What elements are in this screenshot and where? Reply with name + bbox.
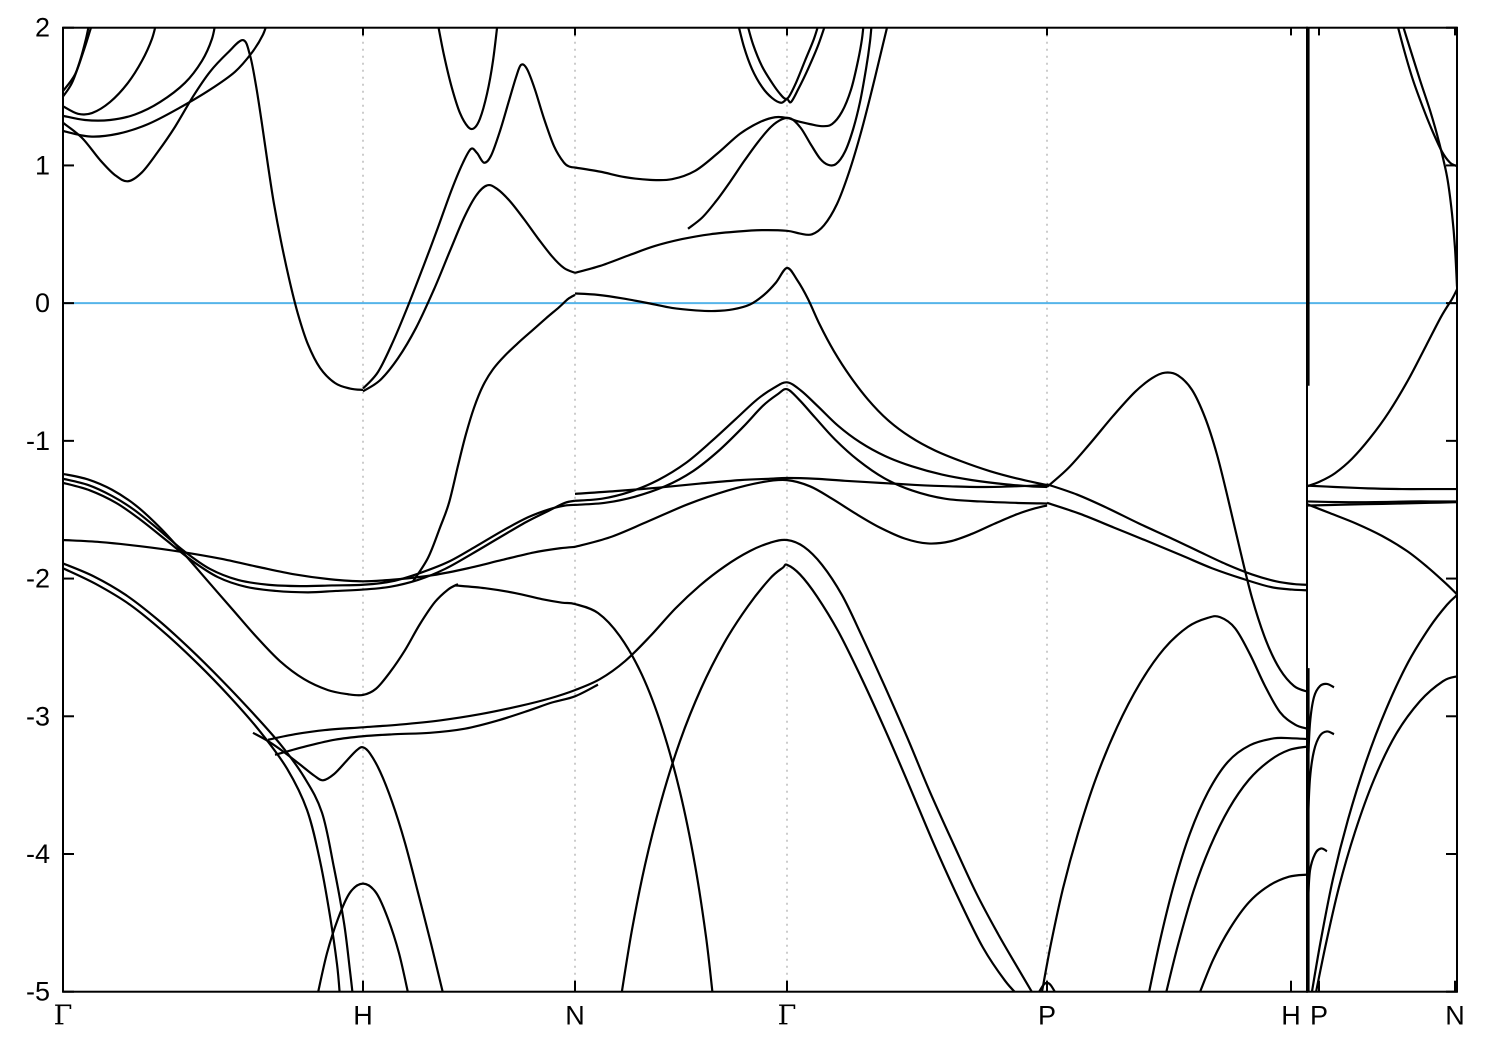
band-curve — [1046, 501, 1307, 592]
band-curve — [574, 478, 1048, 548]
band-curve — [63, 27, 157, 116]
band-curve — [574, 266, 1048, 487]
band-curve — [63, 481, 576, 594]
kpoint-label: P — [1310, 1001, 1328, 1031]
kpoint-label: Γ — [54, 1001, 73, 1032]
band-curve — [63, 39, 364, 391]
band-curve — [574, 27, 889, 274]
band-curve — [620, 563, 1017, 992]
band-curve — [362, 183, 576, 393]
y-tick-label: -5 — [26, 977, 50, 1007]
y-tick-label: -3 — [26, 701, 50, 731]
band-curve — [574, 27, 865, 182]
band-curve — [362, 63, 576, 390]
band-curve — [1307, 500, 1457, 504]
band-curve — [1165, 745, 1307, 992]
band-curve — [63, 27, 93, 92]
band-curve — [1046, 371, 1307, 693]
band-curve — [1307, 288, 1457, 488]
band-curve — [1314, 675, 1457, 992]
y-tick-label: 0 — [35, 288, 50, 318]
kpoint-label: H — [1281, 1001, 1301, 1031]
band-curve — [687, 27, 873, 230]
kpoint-label: P — [1038, 1001, 1056, 1031]
band-curve — [1310, 594, 1457, 992]
band-curve — [63, 562, 354, 992]
kpoint-label: N — [1445, 1001, 1465, 1031]
band-curve — [1040, 615, 1307, 992]
band-curve — [63, 472, 459, 697]
band-curve — [1148, 736, 1307, 992]
kpoint-label: N — [565, 1001, 585, 1031]
y-tick-label: -4 — [26, 839, 50, 869]
band-curve — [63, 567, 341, 992]
band-curve — [1307, 484, 1457, 491]
band-curve — [574, 387, 1048, 506]
band-curve — [747, 27, 819, 100]
y-tick-label: -2 — [26, 564, 50, 594]
axis-ticks — [62, 26, 1457, 993]
band-curve — [1307, 682, 1335, 765]
band-curve — [1307, 501, 1457, 507]
band-curve — [1198, 873, 1307, 992]
y-tick-label: 1 — [35, 150, 50, 180]
kpoint-label: Γ — [778, 1001, 797, 1032]
band-curve — [1307, 730, 1335, 820]
y-tick-label: -1 — [26, 426, 50, 456]
band-curve — [252, 731, 444, 992]
band-curve — [317, 882, 409, 992]
band-curve — [737, 27, 826, 104]
band-curve — [63, 538, 576, 583]
band-curve — [267, 538, 1034, 992]
plot-borders — [62, 26, 1458, 993]
band-curve — [274, 683, 599, 756]
kpoint-label: H — [353, 1001, 373, 1031]
band-curve — [1402, 27, 1457, 287]
y-tick-label: 2 — [35, 13, 50, 43]
band-curve — [574, 381, 1048, 502]
band-curve — [574, 476, 1048, 495]
band-curve — [63, 27, 216, 122]
band-curve — [63, 27, 267, 138]
band-curve — [63, 477, 576, 588]
energy-bands — [63, 27, 1457, 992]
band-curve — [1307, 503, 1457, 596]
band-curve — [412, 293, 576, 582]
band-curve — [437, 27, 499, 131]
band-curve — [1046, 483, 1307, 586]
y-axis-tick-labels: 2 1 0 -1 -2 -3 -4 -5 — [26, 13, 50, 1007]
band-curve — [454, 584, 714, 992]
